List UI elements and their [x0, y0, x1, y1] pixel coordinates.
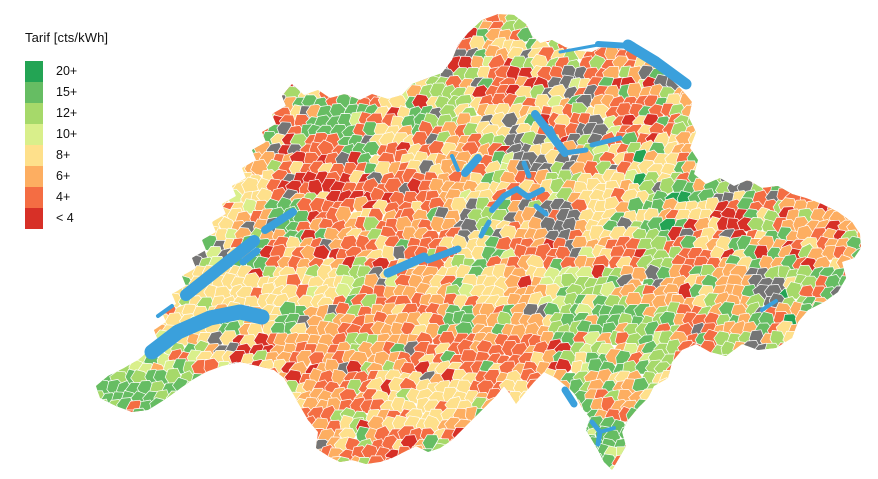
- legend-item: < 4: [25, 208, 108, 229]
- legend-label: < 4: [56, 211, 74, 225]
- legend-label: 8+: [56, 148, 71, 162]
- legend-title: Tarif [cts/kWh]: [25, 30, 109, 45]
- legend-swatch-below4: [25, 208, 43, 229]
- legend: Tarif [cts/kWh] 20+ 15+ 12+ 10+ 8+ 6+ 4+: [25, 30, 108, 229]
- legend-label: 6+: [56, 169, 71, 183]
- legend-item: 10+: [25, 124, 108, 145]
- legend-item: 20+: [25, 61, 108, 82]
- legend-item: 8+: [25, 145, 108, 166]
- legend-swatch-12plus: [25, 103, 43, 124]
- legend-item: 15+: [25, 82, 108, 103]
- legend-swatch-15plus: [25, 82, 43, 103]
- legend-items: 20+ 15+ 12+ 10+ 8+ 6+ 4+ < 4: [25, 61, 108, 229]
- legend-swatch-6plus: [25, 166, 43, 187]
- legend-swatch-20plus: [25, 61, 43, 82]
- legend-item: 4+: [25, 187, 108, 208]
- legend-label: 20+: [56, 64, 78, 78]
- legend-label: 4+: [56, 190, 71, 204]
- legend-swatch-8plus: [25, 145, 43, 166]
- legend-swatch-10plus: [25, 124, 43, 145]
- legend-label: 15+: [56, 85, 78, 99]
- legend-label: 10+: [56, 127, 78, 141]
- legend-label: 12+: [56, 106, 78, 120]
- legend-item: 12+: [25, 103, 108, 124]
- legend-swatch-4plus: [25, 187, 43, 208]
- legend-item: 6+: [25, 166, 108, 187]
